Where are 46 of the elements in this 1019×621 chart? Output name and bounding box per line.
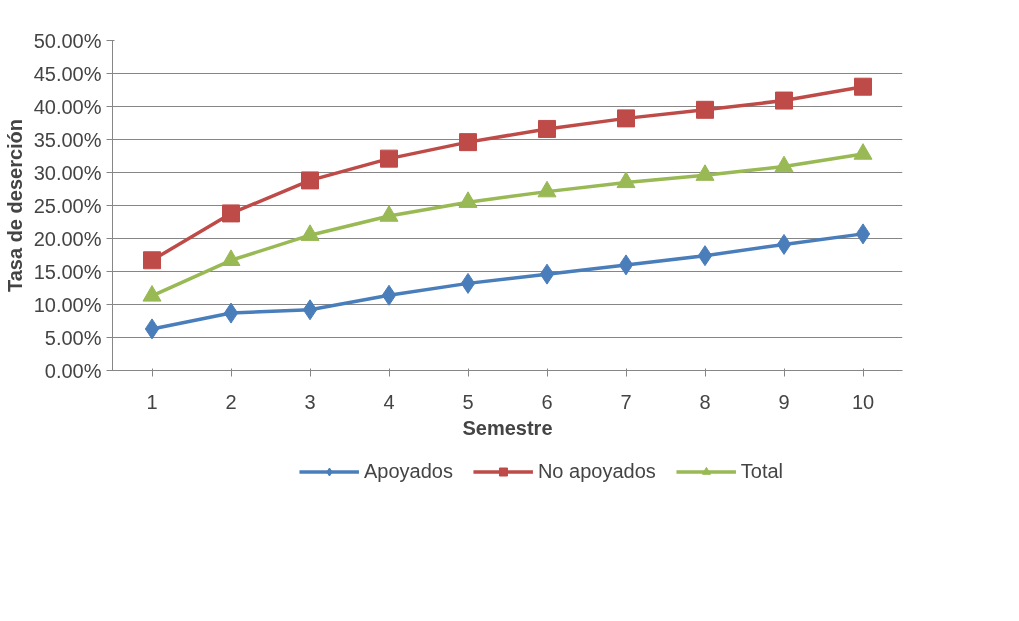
y-tick-label: 35.00% bbox=[33, 128, 102, 151]
point bbox=[459, 133, 477, 152]
point bbox=[460, 272, 476, 294]
y-tick-label: 25.00% bbox=[33, 194, 102, 217]
legend-label: Total bbox=[740, 459, 784, 483]
y-tick-label: 0.00% bbox=[44, 359, 102, 382]
x-tick-label: 8 bbox=[699, 390, 711, 413]
y-tick-label: 50.00% bbox=[33, 29, 102, 52]
point bbox=[538, 119, 556, 138]
point bbox=[855, 223, 871, 245]
x-axis-title: Semestre bbox=[462, 416, 553, 439]
x-tick-label: 5 bbox=[462, 390, 474, 413]
point bbox=[302, 299, 318, 321]
y-tick-label: 30.00% bbox=[33, 161, 102, 184]
x-tick-label: 1 bbox=[146, 390, 158, 413]
x-tick-label: 9 bbox=[778, 390, 790, 413]
legend-label: No apoyados bbox=[537, 459, 656, 483]
point bbox=[380, 149, 398, 168]
y-tick-label: 10.00% bbox=[33, 293, 102, 316]
point bbox=[381, 284, 397, 306]
point bbox=[775, 91, 793, 110]
x-tick-label: 4 bbox=[383, 390, 395, 413]
y-tick-label: 20.00% bbox=[33, 227, 102, 250]
x-tick-label: 6 bbox=[541, 390, 553, 413]
point bbox=[618, 254, 634, 276]
y-tick-label: 45.00% bbox=[33, 62, 102, 85]
point bbox=[223, 302, 239, 324]
point bbox=[617, 109, 635, 128]
point bbox=[776, 233, 792, 255]
point bbox=[144, 318, 160, 340]
y-tick-label: 15.00% bbox=[33, 260, 102, 283]
x-tick-label: 2 bbox=[225, 390, 237, 413]
legend-label: Apoyados bbox=[363, 459, 453, 483]
y-axis-title: Tasa de deserción bbox=[3, 118, 26, 293]
point bbox=[222, 204, 240, 223]
point bbox=[697, 245, 713, 267]
y-tick-label: 5.00% bbox=[44, 326, 102, 349]
x-tick-label: 3 bbox=[304, 390, 316, 413]
x-tick-label: 7 bbox=[620, 390, 632, 413]
point bbox=[539, 263, 555, 285]
point bbox=[143, 251, 161, 270]
y-tick-label: 40.00% bbox=[33, 95, 102, 118]
point bbox=[854, 77, 872, 96]
point bbox=[696, 100, 714, 119]
point bbox=[301, 171, 319, 190]
x-tick-label: 10 bbox=[851, 390, 875, 413]
